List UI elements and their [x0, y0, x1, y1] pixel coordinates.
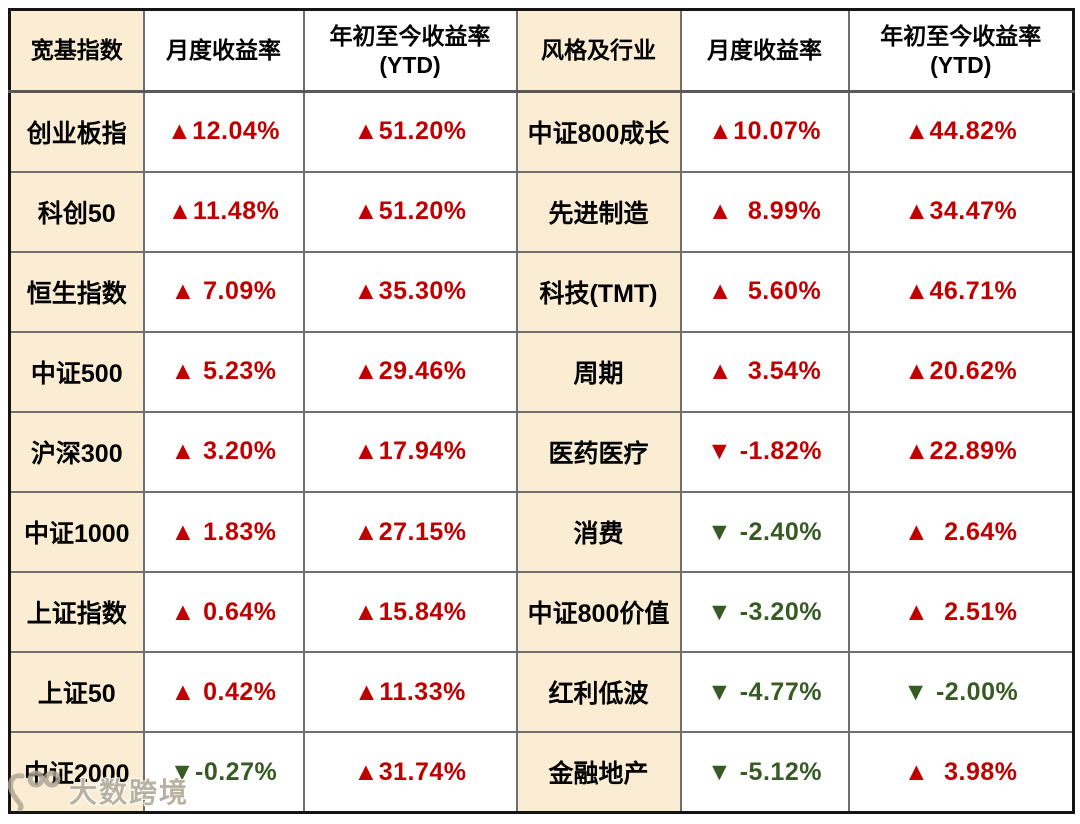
ytd-return: ▲44.82% — [847, 90, 1075, 173]
monthly-return: ▲ 0.42% — [142, 651, 305, 734]
monthly-return: ▲ 7.09% — [142, 250, 305, 333]
monthly-return: ▲ 3.54% — [679, 330, 850, 413]
table-row: 上证指数 ▲ 0.64% ▲15.84% 中证800价值 ▼ -3.20% ▲ 2.51% — [8, 571, 1075, 654]
monthly-return: ▲12.04% — [142, 90, 305, 173]
ytd-return: ▲11.33% — [302, 651, 518, 734]
sector-name: 消费 — [515, 491, 682, 574]
header-ytd-return-left: 年初至今收益率 (YTD) — [302, 8, 518, 93]
header-ytd-line2: (YTD) — [379, 51, 441, 78]
monthly-return: ▲ 5.60% — [679, 250, 850, 333]
header-row: 宽基指数 月度收益率 年初至今收益率 (YTD) 风格及行业 月度收益率 年初至… — [8, 8, 1075, 93]
sector-name: 中证800成长 — [515, 90, 682, 173]
ytd-return: ▲51.20% — [302, 90, 518, 173]
index-name: 中证1000 — [8, 491, 145, 574]
monthly-return: ▼-0.27% — [142, 731, 305, 814]
sector-name: 周期 — [515, 330, 682, 413]
monthly-return: ▲ 1.83% — [142, 491, 305, 574]
ytd-return: ▲ 3.98% — [847, 731, 1075, 814]
sector-name: 科技(TMT) — [515, 250, 682, 333]
monthly-return: ▲ 5.23% — [142, 330, 305, 413]
monthly-return: ▲10.07% — [679, 90, 850, 173]
sector-name: 中证800价值 — [515, 571, 682, 654]
header-ytd-line1: 年初至今收益率 — [880, 22, 1042, 49]
ytd-return: ▲34.47% — [847, 170, 1075, 253]
index-name: 中证2000 — [8, 731, 145, 814]
ytd-return: ▲46.71% — [847, 250, 1075, 333]
ytd-return: ▲22.89% — [847, 410, 1075, 494]
index-name: 沪深300 — [8, 410, 145, 494]
index-name: 上证50 — [8, 651, 145, 734]
monthly-return: ▲ 0.64% — [142, 571, 305, 654]
header-monthly-return-left: 月度收益率 — [142, 8, 305, 93]
ytd-return: ▲ 2.64% — [847, 491, 1075, 574]
table-row: 恒生指数 ▲ 7.09% ▲35.30% 科技(TMT) ▲ 5.60% ▲46.71% — [8, 250, 1075, 333]
table-row: 中证1000 ▲ 1.83% ▲27.15% 消费 ▼ -2.40% ▲ 2.64% — [8, 491, 1075, 574]
header-style-industry: 风格及行业 — [515, 8, 682, 93]
sector-name: 金融地产 — [515, 731, 682, 814]
index-name: 科创50 — [8, 170, 145, 253]
header-ytd-line2: (YTD) — [930, 51, 992, 78]
ytd-return: ▲17.94% — [302, 410, 518, 494]
table-row: 中证2000 ▼-0.27% ▲31.74% 金融地产 ▼ -5.12% ▲ 3.98% — [8, 731, 1075, 814]
monthly-return: ▼ -1.82% — [679, 410, 850, 494]
table-row: 上证50 ▲ 0.42% ▲11.33% 红利低波 ▼ -4.77% ▼ -2.00% — [8, 651, 1075, 734]
table-row: 科创50 ▲11.48% ▲51.20% 先进制造 ▲ 8.99% ▲34.47% — [8, 170, 1075, 253]
ytd-return: ▲27.15% — [302, 491, 518, 574]
monthly-return: ▲ 8.99% — [679, 170, 850, 253]
table-header: 宽基指数 月度收益率 年初至今收益率 (YTD) 风格及行业 月度收益率 年初至… — [8, 8, 1075, 93]
table-row: 沪深300 ▲ 3.20% ▲17.94% 医药医疗 ▼ -1.82% ▲22.89% — [8, 410, 1075, 494]
monthly-return: ▲11.48% — [142, 170, 305, 253]
monthly-return: ▼ -5.12% — [679, 731, 850, 814]
index-name: 创业板指 — [8, 90, 145, 173]
index-returns-table: 宽基指数 月度收益率 年初至今收益率 (YTD) 风格及行业 月度收益率 年初至… — [8, 8, 1075, 814]
header-ytd-line1: 年初至今收益率 — [329, 22, 491, 49]
sector-name: 医药医疗 — [515, 410, 682, 494]
sector-name: 红利低波 — [515, 651, 682, 734]
ytd-return: ▲20.62% — [847, 330, 1075, 413]
table-row: 创业板指 ▲12.04% ▲51.20% 中证800成长 ▲10.07% ▲44.82% — [8, 90, 1075, 173]
ytd-return: ▲51.20% — [302, 170, 518, 253]
header-ytd-return-right: 年初至今收益率 (YTD) — [847, 8, 1075, 93]
sector-name: 先进制造 — [515, 170, 682, 253]
header-monthly-return-right: 月度收益率 — [679, 8, 850, 93]
ytd-return: ▲35.30% — [302, 250, 518, 333]
ytd-return: ▲31.74% — [302, 731, 518, 814]
monthly-return: ▼ -2.40% — [679, 491, 850, 574]
ytd-return: ▲29.46% — [302, 330, 518, 413]
monthly-return: ▼ -4.77% — [679, 651, 850, 734]
index-name: 中证500 — [8, 330, 145, 413]
ytd-return: ▲15.84% — [302, 571, 518, 654]
table-row: 中证500 ▲ 5.23% ▲29.46% 周期 ▲ 3.54% ▲20.62% — [8, 330, 1075, 413]
header-broad-index: 宽基指数 — [8, 8, 145, 93]
index-name: 上证指数 — [8, 571, 145, 654]
index-name: 恒生指数 — [8, 250, 145, 333]
table-body: 创业板指 ▲12.04% ▲51.20% 中证800成长 ▲10.07% ▲44.82% 科… — [8, 90, 1075, 814]
monthly-return: ▲ 3.20% — [142, 410, 305, 494]
monthly-return: ▼ -3.20% — [679, 571, 850, 654]
ytd-return: ▲ 2.51% — [847, 571, 1075, 654]
ytd-return: ▼ -2.00% — [847, 651, 1075, 734]
